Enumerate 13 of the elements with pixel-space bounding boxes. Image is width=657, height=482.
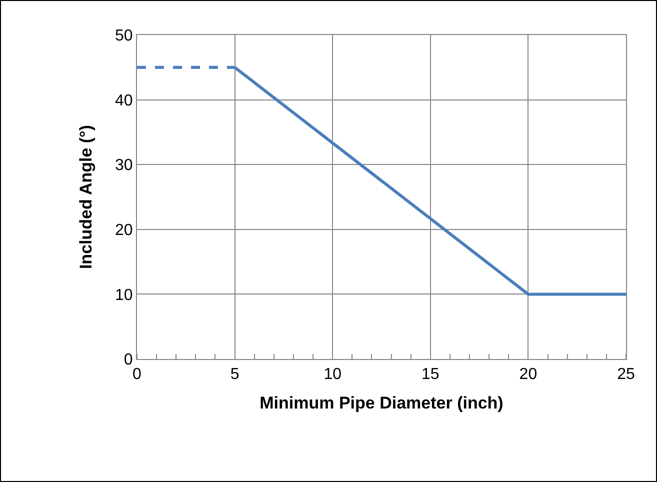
x-tick-label: 20	[519, 366, 538, 384]
y-axis-title: Included Angle (°)	[76, 124, 96, 270]
x-tick-label: 15	[422, 366, 440, 384]
x-axis-title: Minimum Pipe Diameter (inch)	[260, 394, 504, 413]
y-tick-label: 30	[115, 157, 133, 174]
x-tick-label: 10	[324, 366, 342, 384]
y-tick-label: 50	[115, 28, 133, 45]
y-tick-label: 20	[115, 222, 133, 239]
x-tick-label: 25	[617, 366, 635, 384]
y-tick-label: 40	[115, 92, 133, 110]
y-tick-label: 10	[115, 286, 133, 304]
y-tick-label: 0	[124, 352, 133, 369]
x-tick-label: 5	[230, 366, 240, 384]
